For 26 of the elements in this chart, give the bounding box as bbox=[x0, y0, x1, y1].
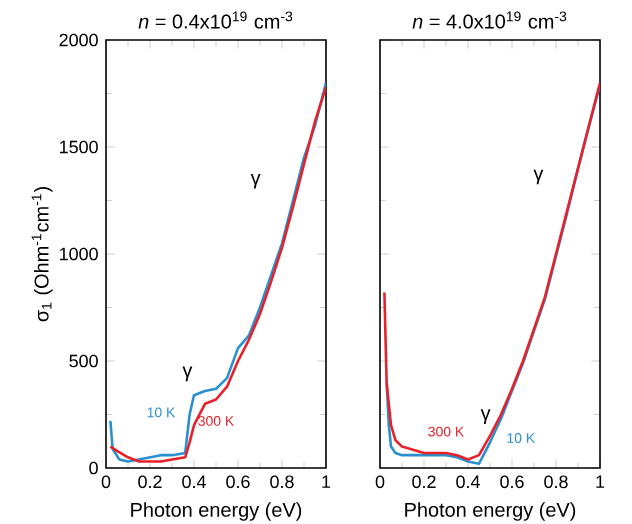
x-tick-label: 0.8 bbox=[270, 475, 294, 489]
x-tick-label: 0 bbox=[101, 475, 111, 489]
y-tick-label: 500 bbox=[69, 354, 98, 368]
annotation: γ bbox=[182, 366, 193, 382]
x-tick-label: 0.6 bbox=[500, 475, 524, 489]
x-tick-label: 0.2 bbox=[412, 475, 436, 489]
annotation: γ bbox=[480, 409, 491, 424]
x-tick-label: 0.2 bbox=[138, 475, 162, 489]
annotation: γ bbox=[533, 169, 544, 185]
annotation: γ bbox=[250, 173, 261, 189]
x-tick-label: 0.4 bbox=[456, 475, 480, 489]
chart-title: n = 0.4x10$^{19}$ cm$^{-3}$ bbox=[138, 11, 293, 29]
x-tick-label: 0 bbox=[375, 475, 385, 489]
x-axis-title: Photon energy (eV) bbox=[405, 502, 576, 521]
x-tick-label: 1 bbox=[596, 475, 605, 488]
x-tick-label: 0.6 bbox=[226, 475, 250, 489]
x-axis-title: Photon energy (eV) bbox=[131, 502, 302, 521]
x-tick-label: 1 bbox=[322, 475, 331, 488]
y-tick-label: 0 bbox=[89, 461, 98, 475]
y-tick-label: 1000 bbox=[60, 247, 98, 261]
x-tick-label: 0.8 bbox=[544, 475, 568, 489]
y-tick-label: 2000 bbox=[59, 33, 98, 47]
x-tick-label: 0.4 bbox=[182, 475, 206, 489]
y-axis-title: σ$_{1}$ (Ohm$^{-1}$cm$^{-1}$) bbox=[31, 187, 53, 322]
chart-title: n = 4.0x10$^{19}$ cm$^{-3}$ bbox=[412, 11, 567, 29]
y-tick-label: 1500 bbox=[60, 140, 98, 154]
